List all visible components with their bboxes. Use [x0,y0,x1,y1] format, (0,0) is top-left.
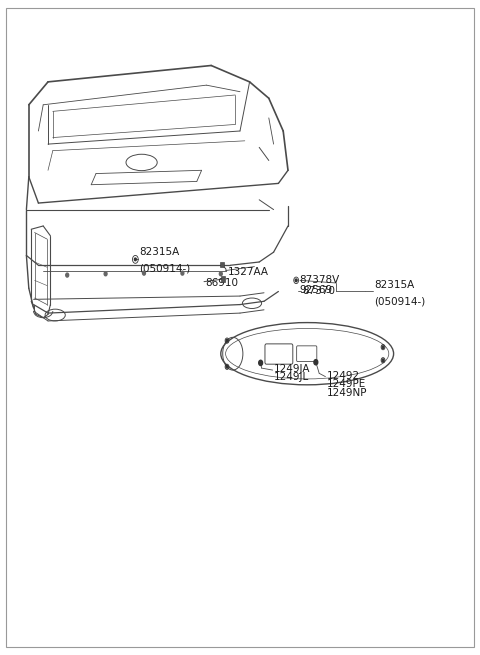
Circle shape [382,346,384,348]
Text: 1249JA: 1249JA [274,364,310,374]
Text: 1249NP: 1249NP [326,388,367,398]
Text: 86910: 86910 [205,278,239,288]
Text: 1249PE: 1249PE [326,379,366,390]
Bar [220,262,224,267]
Bar [221,276,225,282]
Text: 82315A: 82315A [374,280,415,290]
Circle shape [226,339,228,342]
Circle shape [295,279,297,282]
Circle shape [314,360,318,365]
Circle shape [382,359,384,362]
Circle shape [219,272,222,276]
Circle shape [66,273,69,277]
Circle shape [134,258,136,261]
Text: 87378V: 87378V [299,275,339,286]
Circle shape [181,271,184,275]
Circle shape [259,360,263,365]
Text: 1249JL: 1249JL [274,372,309,383]
Circle shape [143,271,145,275]
Text: 92569: 92569 [299,284,332,295]
Text: 82315A: 82315A [139,248,180,257]
Text: (050914-): (050914-) [139,264,191,274]
Text: 87370: 87370 [302,286,336,297]
Text: 12492: 12492 [326,371,360,381]
Circle shape [104,272,107,276]
Circle shape [226,365,228,368]
Text: 1327AA: 1327AA [228,267,268,277]
Text: (050914-): (050914-) [374,296,426,306]
